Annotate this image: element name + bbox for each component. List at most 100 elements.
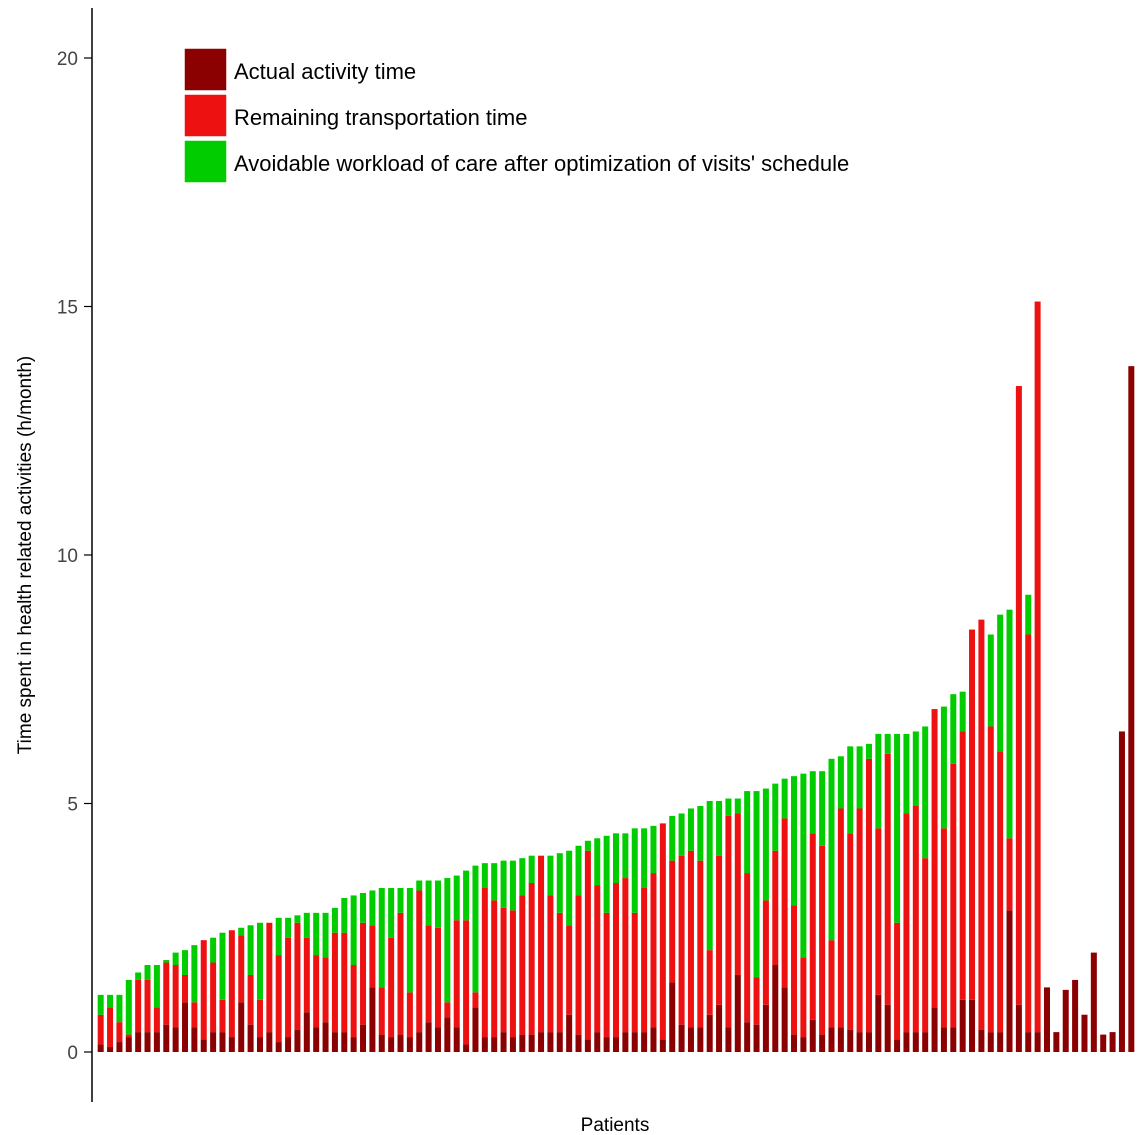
bar-segment-avoidable	[360, 892, 367, 923]
bar-segment-remaining	[687, 850, 694, 1028]
y-tick-label: 5	[67, 795, 78, 816]
bar-segment-actual	[210, 1032, 217, 1052]
bar-segment-actual	[528, 1034, 535, 1052]
bar-segment-remaining	[463, 920, 470, 1045]
bar-segment-actual	[940, 1027, 947, 1052]
bar-segment-actual	[1072, 979, 1079, 1052]
bar-segment-remaining	[397, 912, 404, 1035]
bar-segment-avoidable	[472, 865, 479, 993]
bar-segment-remaining	[950, 763, 957, 1028]
bar-segment-actual	[697, 1027, 704, 1052]
bar-segment-avoidable	[847, 746, 854, 834]
bar-segment-avoidable	[219, 932, 226, 1000]
bar-segment-actual	[1006, 910, 1013, 1052]
bar-segment-remaining	[434, 927, 441, 1028]
bar-segment-remaining	[781, 818, 788, 988]
bar-segment-actual	[172, 1027, 179, 1052]
bar-segment-remaining	[706, 950, 713, 1015]
bar-segment-actual	[894, 1039, 901, 1052]
bar-segment-remaining	[500, 907, 507, 1033]
bar-segment-actual	[472, 1007, 479, 1052]
bar-segment-actual	[1043, 987, 1050, 1052]
bar-segment-actual	[781, 987, 788, 1052]
bar-segment-actual	[247, 1024, 254, 1052]
bar-segment-actual	[322, 1022, 329, 1052]
y-tick-label: 0	[67, 1043, 78, 1064]
bar-segment-actual	[716, 1004, 723, 1052]
bar-segment-remaining	[144, 979, 151, 1033]
bar-segment-remaining	[613, 883, 619, 1038]
bar-segment-avoidable	[641, 828, 648, 888]
bar-segment-avoidable	[388, 887, 395, 938]
bar-segment-actual	[819, 1034, 826, 1052]
bar-segment-actual	[884, 1004, 891, 1052]
y-ticks-group: 0 5 10 15 20	[57, 49, 92, 1064]
bar-segment-remaining	[472, 992, 479, 1008]
bar-segment-avoidable	[1025, 594, 1032, 635]
bar-segment-actual	[256, 1037, 263, 1052]
bar-segment-remaining	[650, 873, 657, 1028]
bar-segment-avoidable	[950, 694, 957, 764]
bar-segment-avoidable	[116, 994, 123, 1023]
bar-segment-remaining	[875, 828, 882, 995]
bar-segment-remaining	[378, 987, 385, 1035]
bar-segment-remaining	[791, 905, 798, 1035]
y-tick-label: 20	[57, 49, 78, 70]
bar-segment-actual	[519, 1034, 526, 1052]
bar-segment-avoidable	[697, 805, 704, 861]
bar-segment-actual	[922, 1032, 929, 1052]
bar-segment-avoidable	[322, 912, 329, 958]
bar-segment-remaining	[163, 962, 170, 1025]
bar-segment-actual	[1025, 1032, 1032, 1052]
bar-segment-avoidable	[210, 937, 217, 963]
bar-segment-avoidable	[294, 915, 301, 923]
bar-segment-avoidable	[772, 783, 779, 851]
bar-segment-actual	[107, 1047, 114, 1052]
bar-segment-actual	[500, 1032, 507, 1052]
bar-segment-avoidable	[238, 927, 245, 936]
bar-segment-remaining	[847, 833, 854, 1030]
bar-segment-avoidable	[987, 634, 994, 727]
bar-segment-actual	[266, 1032, 273, 1052]
bar-segment-remaining	[416, 890, 423, 1033]
bar-segment-actual	[912, 1032, 919, 1052]
bar-segment-remaining	[200, 940, 207, 1040]
bar-segment-actual	[406, 1037, 413, 1052]
bar-segment-remaining	[219, 999, 226, 1033]
bar-segment-remaining	[884, 753, 891, 1005]
bar-segment-remaining	[125, 1034, 132, 1038]
bar-segment-remaining	[135, 979, 142, 1033]
bar-segment-avoidable	[107, 994, 114, 1008]
bar-segment-avoidable	[341, 897, 348, 933]
bar-segment-avoidable	[444, 878, 451, 1003]
bar-segment-actual	[313, 1027, 320, 1052]
bar-segment-avoidable	[903, 733, 910, 814]
bar-segment-avoidable	[519, 858, 526, 896]
bar-segment-remaining	[762, 900, 769, 1005]
legend-swatch-remaining	[183, 93, 228, 138]
bar-segment-remaining	[453, 920, 460, 1028]
bar-segment-avoidable	[247, 925, 254, 975]
bar-segment-remaining	[256, 999, 263, 1038]
bar-segment-avoidable	[397, 887, 404, 913]
bar-segment-actual	[659, 1039, 666, 1052]
bar-segment-actual	[613, 1037, 619, 1052]
bar-segment-actual	[594, 1032, 601, 1052]
bar-segment-remaining	[716, 855, 723, 1005]
bar-segment-actual	[350, 1037, 357, 1052]
bar-segment-remaining	[865, 758, 872, 1033]
bar-segment-remaining	[622, 878, 629, 1033]
bar-segment-actual	[1118, 731, 1125, 1052]
bar-segment-avoidable	[163, 960, 170, 963]
bar-segment-actual	[556, 1032, 563, 1052]
bar-segment-avoidable	[491, 863, 498, 901]
bar-segment-avoidable	[875, 733, 882, 829]
bar-segment-avoidable	[622, 833, 629, 879]
bar-segment-remaining	[331, 932, 338, 1033]
bar-segment-avoidable	[331, 907, 338, 933]
bar-segment-avoidable	[453, 875, 460, 921]
bar-segment-remaining	[228, 930, 235, 1038]
bar-segment-actual	[875, 994, 882, 1052]
bar-segment-avoidable	[556, 853, 563, 913]
bars-group	[97, 301, 1135, 1053]
